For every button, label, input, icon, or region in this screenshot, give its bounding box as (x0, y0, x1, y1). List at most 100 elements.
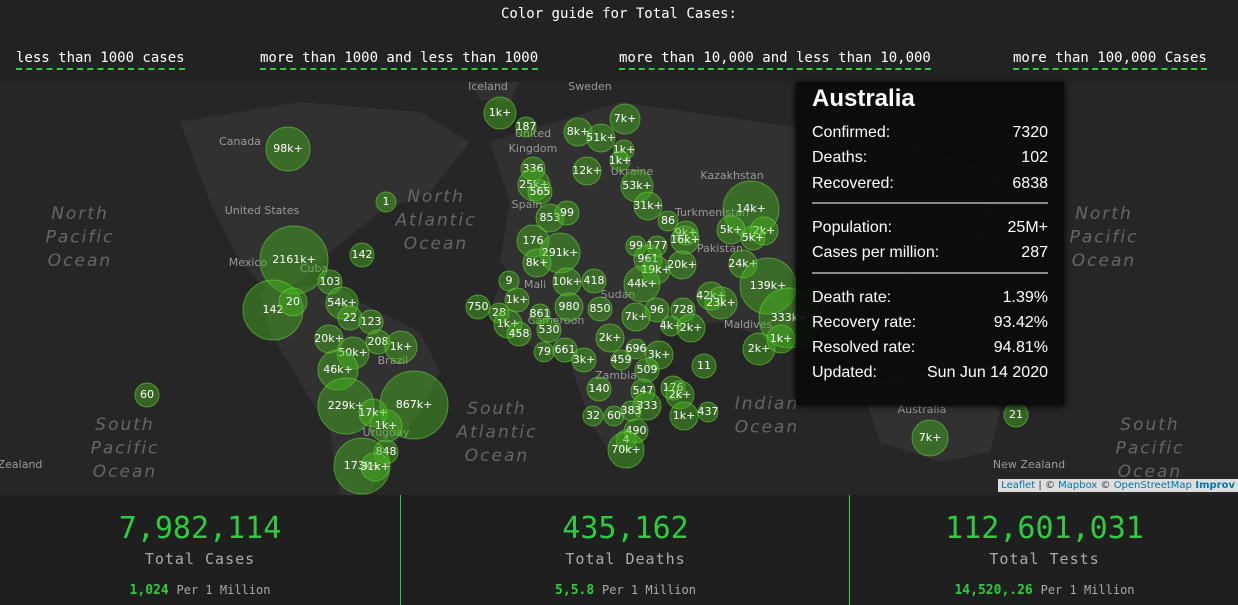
country-marker[interactable]: 177 (646, 235, 668, 257)
country-marker[interactable]: 86 (657, 210, 679, 232)
country-marker[interactable]: 7k+ (911, 419, 949, 457)
country-marker[interactable]: 139k+ (739, 257, 797, 315)
country-marker[interactable]: 79 (533, 341, 555, 363)
country-marker[interactable]: 53k+ (620, 169, 654, 203)
country-marker[interactable]: 1k+ (609, 150, 632, 172)
country-marker[interactable]: 50k+ (336, 336, 370, 370)
country-marker[interactable]: 1k+ (613, 139, 636, 161)
country-marker[interactable]: 1k+ (504, 287, 530, 313)
country-marker[interactable]: 31k+ (360, 452, 390, 482)
country-marker[interactable]: 19k+ (641, 255, 671, 285)
attribution-part[interactable]: Improv (1191, 480, 1235, 491)
country-marker[interactable]: 7k+ (621, 302, 651, 332)
country-marker[interactable]: 8k+ (563, 117, 593, 147)
country-marker[interactable]: 208 (365, 329, 391, 355)
marker-circle (586, 376, 612, 402)
marker-label: 24k+ (728, 257, 758, 270)
country-marker[interactable]: 2k+ (595, 323, 625, 353)
country-marker[interactable]: 459 (610, 349, 632, 371)
country-marker[interactable]: 1k+ (669, 401, 699, 431)
country-marker[interactable]: 46k+ (317, 349, 359, 391)
country-marker[interactable]: 16k+ (670, 225, 700, 255)
marker-circle (728, 249, 758, 279)
country-marker[interactable]: 1k+ (369, 409, 403, 443)
country-marker[interactable]: 1k+ (483, 96, 517, 130)
country-marker[interactable]: 661 (552, 337, 578, 363)
country-marker[interactable]: 696 (625, 338, 647, 360)
country-marker[interactable]: 20k+ (314, 324, 344, 354)
country-marker[interactable]: 1 (375, 191, 397, 213)
marker-label: 31k+ (360, 460, 390, 473)
country-marker[interactable]: 291k+ (539, 232, 581, 274)
country-marker[interactable]: 9k+ (673, 220, 699, 246)
marker-label: 383 (621, 404, 642, 417)
country-marker[interactable]: 509 (634, 357, 660, 383)
attribution-part[interactable]: Mapbox (1058, 480, 1098, 491)
country-marker[interactable]: 850 (587, 296, 613, 322)
country-marker[interactable]: 490 (623, 418, 649, 444)
country-marker[interactable]: 418 (581, 268, 607, 294)
country-marker[interactable]: 437 (697, 401, 719, 423)
country-marker[interactable]: 25k+ (517, 168, 551, 202)
country-marker[interactable]: 333 (632, 391, 662, 421)
marker-circle (620, 169, 654, 203)
country-marker[interactable]: 2161k+ (259, 225, 329, 295)
country-marker[interactable]: 98k+ (265, 126, 311, 172)
country-marker[interactable]: 123 (358, 309, 384, 335)
country-marker[interactable]: 3k+ (571, 347, 597, 373)
country-marker[interactable]: 60 (603, 405, 625, 427)
country-marker[interactable]: 11 (691, 353, 717, 379)
country-marker[interactable]: 24k+ (728, 249, 758, 279)
country-marker[interactable]: 20 (278, 287, 308, 317)
country-marker[interactable]: 750 (465, 294, 491, 320)
attribution-part[interactable]: Leaflet (1001, 480, 1036, 491)
country-marker[interactable]: 12k+ (572, 156, 602, 186)
country-marker[interactable]: 22 (337, 305, 363, 331)
country-marker[interactable]: 99 (625, 235, 647, 257)
country-marker[interactable]: 10k+ (552, 267, 582, 297)
country-marker[interactable]: 99 (554, 200, 580, 226)
country-marker[interactable]: 1k+ (766, 324, 796, 354)
country-marker[interactable]: 547 (630, 378, 656, 404)
country-marker[interactable]: 867k+ (379, 370, 449, 440)
country-marker[interactable]: 20k+ (667, 250, 697, 280)
country-marker[interactable]: 140 (586, 376, 612, 402)
country-marker[interactable]: 60 (134, 382, 160, 408)
country-marker[interactable]: 17k+ (358, 398, 388, 428)
country-marker[interactable]: 176 (516, 224, 550, 258)
country-marker[interactable]: 3k+ (644, 340, 674, 370)
country-marker[interactable]: 383 (620, 400, 642, 422)
country-marker[interactable]: 44k+ (623, 265, 661, 303)
country-marker[interactable]: 187 (515, 116, 537, 138)
marker-circle (369, 409, 403, 443)
country-marker[interactable]: 142 (242, 279, 304, 341)
country-marker[interactable]: 21 (1003, 402, 1029, 428)
country-marker[interactable]: 565 (527, 179, 553, 205)
country-marker[interactable]: 7k+ (609, 103, 641, 135)
country-marker[interactable]: 23k+ (704, 286, 738, 320)
country-marker[interactable]: 4 (615, 429, 637, 451)
country-marker[interactable]: 176 (660, 375, 686, 401)
country-marker[interactable]: 5k+ (740, 225, 766, 251)
country-marker[interactable]: 1k+ (384, 330, 418, 364)
country-marker[interactable]: 32 (582, 405, 604, 427)
country-marker[interactable]: 142 (349, 242, 375, 268)
country-marker[interactable]: 2k+ (676, 313, 706, 343)
country-marker[interactable]: 70k+ (607, 431, 645, 469)
country-marker[interactable]: 31k+ (633, 191, 663, 221)
country-marker[interactable]: 229k+ (317, 377, 375, 435)
country-marker[interactable]: 42k+ (696, 281, 726, 311)
country-marker[interactable]: 2k+ (749, 216, 779, 246)
marker-label: 2k+ (669, 388, 692, 401)
attribution-part[interactable]: OpenStreetMap (1113, 480, 1192, 491)
country-marker[interactable]: 530 (536, 317, 562, 343)
country-marker[interactable]: 980 (554, 292, 584, 322)
country-marker[interactable]: 96 (644, 297, 670, 323)
country-marker[interactable]: 8k+ (522, 248, 552, 278)
country-marker[interactable]: 5k+ (716, 215, 746, 245)
country-marker[interactable]: 728 (670, 297, 696, 323)
marker-label: 46k+ (323, 363, 353, 376)
country-marker[interactable]: 51k+ (586, 123, 616, 153)
country-marker[interactable]: 458 (506, 321, 532, 347)
country-marker[interactable]: 173k+ (333, 437, 391, 495)
